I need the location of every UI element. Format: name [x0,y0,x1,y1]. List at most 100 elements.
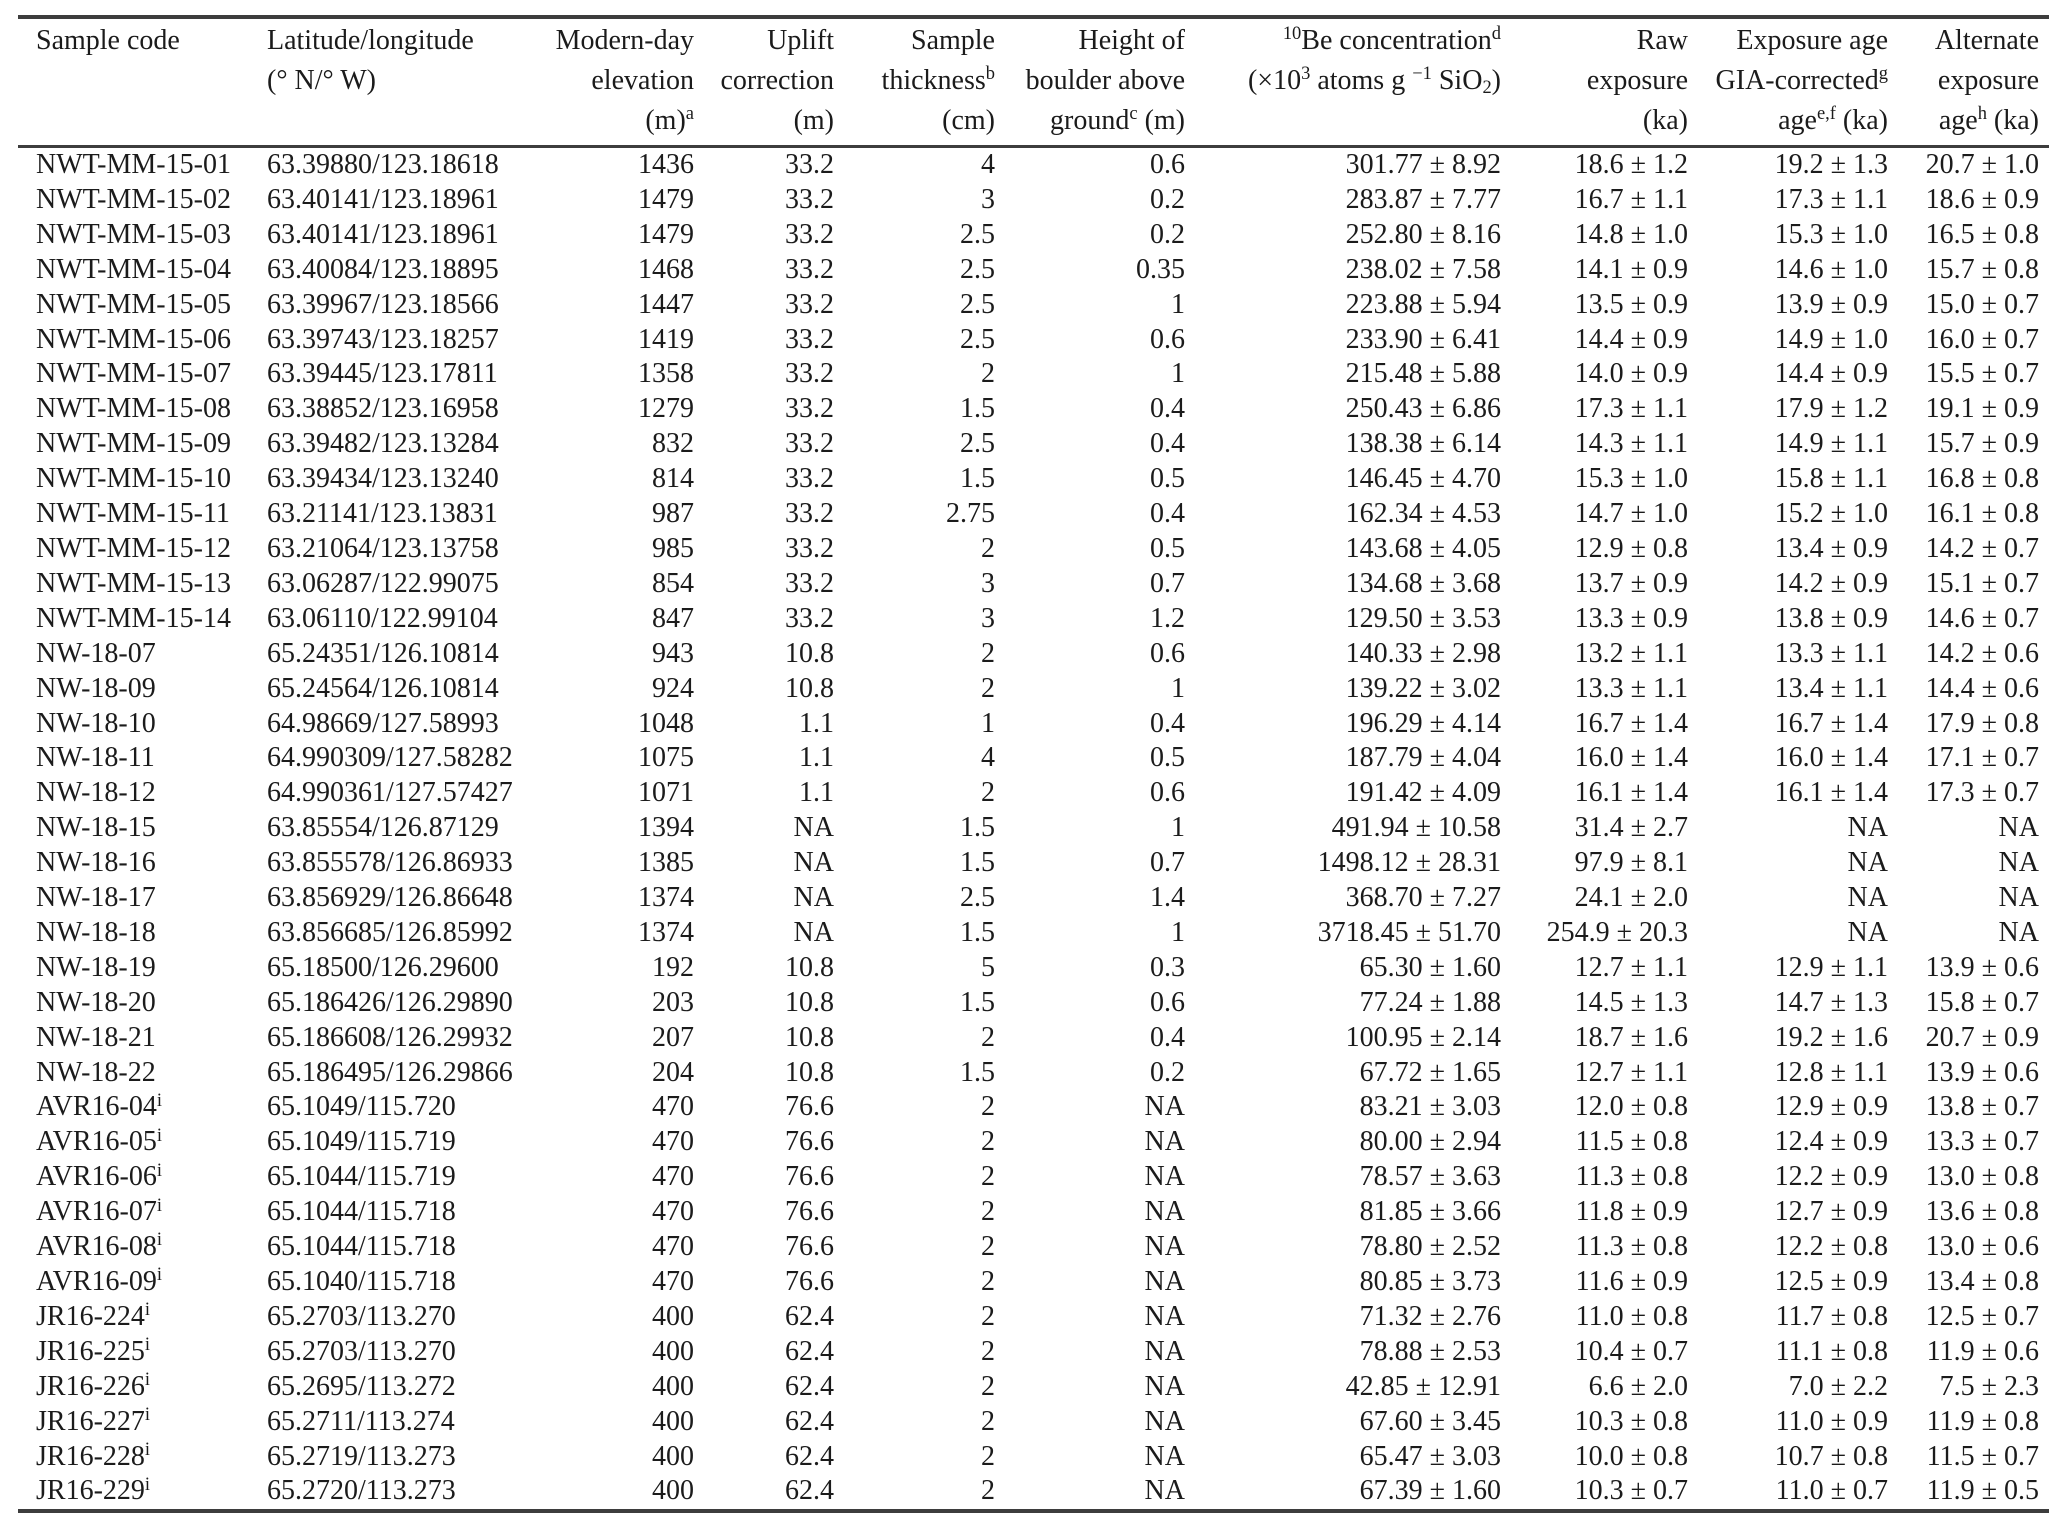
cell-sample-thickness: 2.5 [960,323,995,355]
cell-raw-exposure: 14.1 ± 0.9 [1574,253,1688,285]
cell-gia-corrected-age: 12.2 ± 0.8 [1774,1231,1888,1263]
cell-sample-code: AVR16-06i [36,1159,162,1193]
cell-alternate-age: 13.9 ± 0.6 [1925,951,2039,983]
table-row: NW-18-11 64.990309/127.58282 1075 1.1 4 0.5 18… [18,741,2049,776]
cell-lat-lon: 63.38852/123.16958 [267,393,499,425]
cell-raw-exposure: 14.4 ± 0.9 [1574,323,1688,355]
cell-lat-lon: 65.24564/126.10814 [267,672,499,704]
cell-uplift-correction: 76.6 [785,1196,834,1228]
table-row: AVR16-07i 65.1044/115.718 470 76.6 2 NA 81.85 … [18,1195,2049,1230]
header-line: exposure [1586,65,1688,96]
cell-boulder-height: 0.5 [1150,532,1185,564]
header-line: Latitude/longitude [267,25,474,56]
cell-boulder-height: 1 [1171,358,1185,390]
cell-alternate-age: 20.7 ± 1.0 [1925,149,2039,180]
table-row: JR16-227i 65.2711/113.274 400 62.4 2 NA 67.60 … [18,1405,2049,1440]
header-line: Height of [1078,25,1185,56]
cell-boulder-height: NA [1144,1196,1185,1228]
table-row: JR16-224i 65.2703/113.270 400 62.4 2 NA 71.32 … [18,1300,2049,1335]
cell-gia-corrected-age: 14.9 ± 1.0 [1774,323,1888,355]
cell-sample-thickness: 3 [981,567,995,599]
header-line: ageh (ka) [1938,103,2039,136]
header-line: (m) [793,105,834,136]
cell-raw-exposure: 10.4 ± 0.7 [1574,1335,1688,1367]
cell-uplift-correction: NA [793,882,834,914]
cell-raw-exposure: 16.7 ± 1.1 [1574,183,1688,215]
cell-sample-thickness: 2 [981,1126,995,1158]
cell-be10-concentration: 134.68 ± 3.68 [1345,567,1501,599]
cell-sample-thickness: 2.5 [960,253,995,285]
cell-sample-thickness: 1 [981,707,995,739]
cell-be10-concentration: 196.29 ± 4.14 [1345,707,1501,739]
cell-sample-thickness: 3 [981,183,995,215]
cell-lat-lon: 63.39482/123.13284 [267,428,499,460]
cell-raw-exposure: 18.7 ± 1.6 [1574,1021,1688,1053]
header-line: exposure [1937,65,2039,96]
cell-sample-thickness: 3 [981,602,995,634]
cell-modern-elevation: 470 [652,1196,694,1228]
cell-uplift-correction: 33.2 [785,567,834,599]
cell-gia-corrected-age: NA [1847,916,1888,948]
cell-be10-concentration: 250.43 ± 6.86 [1345,393,1501,425]
cell-sample-thickness: 1.5 [960,463,995,495]
table-row: JR16-226i 65.2695/113.272 400 62.4 2 NA 42.85 … [18,1370,2049,1405]
cell-modern-elevation: 400 [652,1370,694,1402]
header-line: groundc (m) [1050,103,1185,136]
cell-sample-thickness: 2 [981,777,995,809]
cell-lat-lon: 65.2695/113.272 [267,1370,456,1402]
cell-modern-elevation: 1071 [638,777,694,809]
cell-uplift-correction: 33.2 [785,602,834,634]
cell-boulder-height: 0.4 [1150,498,1185,530]
header-line: agee,f (ka) [1778,103,1888,136]
cell-sample-code: NW-18-07 [36,637,156,669]
cell-boulder-height: NA [1144,1370,1185,1402]
cell-boulder-height: 0.6 [1150,986,1185,1018]
cell-gia-corrected-age: 12.4 ± 0.9 [1774,1126,1888,1158]
cell-boulder-height: 0.6 [1150,637,1185,669]
cell-alternate-age: 13.3 ± 0.7 [1925,1126,2039,1158]
header-line: Raw [1636,25,1688,56]
cell-sample-thickness: 2 [981,358,995,390]
cell-alternate-age: 11.9 ± 0.8 [1926,1405,2039,1437]
superscript-note: −1 [1412,63,1432,84]
cell-raw-exposure: 11.3 ± 0.8 [1575,1231,1688,1263]
cell-lat-lon: 63.856929/126.86648 [267,882,513,914]
superscript-note: e,f [1816,103,1836,124]
cell-lat-lon: 63.40141/123.18961 [267,218,499,250]
cell-modern-elevation: 192 [652,951,694,983]
column-header-modern-elevation: Modern-day elevation (m)a [520,17,694,148]
cell-sample-thickness: 2 [981,1161,995,1193]
cell-be10-concentration: 223.88 ± 5.94 [1345,288,1501,320]
table-row: NWT-MM-15-12 63.21064/123.13758 985 33.2 2 0.… [18,532,2049,567]
header-line: elevation [591,65,694,96]
cell-sample-code: JR16-224i [36,1299,151,1332]
table-row: JR16-229i 65.2720/113.273 400 62.4 2 NA 67.39 … [18,1474,2049,1511]
cell-sample-thickness: 1.5 [960,986,995,1018]
column-header-uplift-correction: Uplift correction (m) [694,17,834,148]
header-line: (° N/° W) [267,65,376,96]
cell-sample-code: NW-18-19 [36,951,156,983]
cell-raw-exposure: 254.9 ± 20.3 [1546,916,1688,948]
cell-alternate-age: 7.5 ± 2.3 [1939,1370,2039,1402]
cell-alternate-age: 13.4 ± 0.8 [1925,1266,2039,1297]
header-line: thicknessb [881,63,995,96]
cell-alternate-age: 17.1 ± 0.7 [1925,742,2039,774]
superscript-note: i [144,1299,151,1320]
cell-boulder-height: 0.3 [1150,951,1185,983]
cell-gia-corrected-age: 14.2 ± 0.9 [1774,567,1888,599]
column-header-raw-exposure: Raw exposure (ka) [1501,17,1688,148]
table-row: NWT-MM-15-13 63.06287/122.99075 854 33.2 3 0.… [18,567,2049,602]
superscript-note: d [1491,23,1501,44]
cell-be10-concentration: 140.33 ± 2.98 [1345,637,1501,669]
cell-lat-lon: 65.1044/115.718 [267,1196,456,1228]
cell-sample-thickness: 2 [981,1335,995,1367]
cell-be10-concentration: 78.57 ± 3.63 [1359,1161,1501,1193]
table-row: NWT-MM-15-02 63.40141/123.18961 1479 33.2 3 0… [18,183,2049,218]
cell-sample-code: NWT-MM-15-09 [36,428,231,460]
header-line: (ka) [1642,105,1688,136]
cell-lat-lon: 65.2711/113.274 [267,1405,455,1437]
cell-uplift-correction: 62.4 [785,1300,834,1332]
cell-boulder-height: 0.6 [1150,777,1185,809]
cell-alternate-age: 15.1 ± 0.7 [1925,567,2039,599]
cell-uplift-correction: 62.4 [785,1335,834,1367]
